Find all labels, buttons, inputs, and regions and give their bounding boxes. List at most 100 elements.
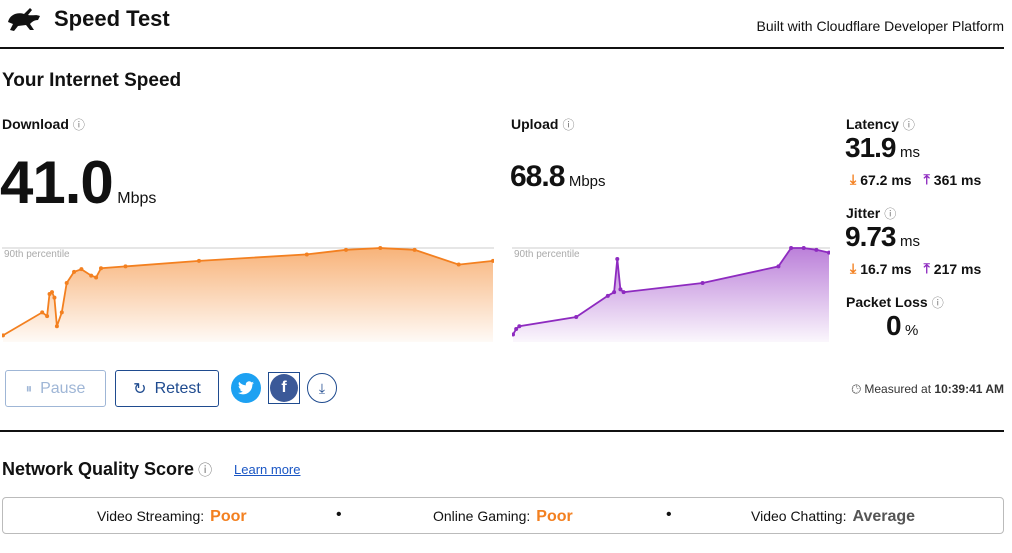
pause-icon: ⏸	[25, 380, 33, 396]
upload-point	[605, 293, 610, 298]
upload-arrow-icon: ⤒	[923, 171, 930, 187]
retest-icon: ↻	[133, 380, 147, 398]
measured-at: 🕒︎ Measured at 10:39:41 AM	[852, 382, 1004, 397]
packet-loss-unit: %	[905, 322, 919, 339]
upload-point	[615, 257, 620, 262]
latency-value: 31.9	[845, 132, 896, 163]
upload-percentile-label: 90th percentile	[514, 249, 580, 260]
retest-button[interactable]: ↻ Retest	[115, 370, 219, 407]
quality-online-gaming: Online Gaming: Poor	[433, 508, 573, 526]
download-point	[99, 266, 103, 271]
download-point	[197, 258, 201, 263]
download-point	[40, 310, 45, 315]
info-icon[interactable]: ⓘ	[72, 118, 85, 132]
download-speed: 41.0 Mbps	[0, 148, 156, 217]
upload-point	[789, 246, 794, 250]
download-point	[50, 290, 54, 295]
separator-dot: •	[336, 506, 342, 523]
jitter-down-value: 16.7 ms	[860, 260, 912, 277]
quality-label: Video Streaming:	[97, 508, 205, 524]
download-arrow-icon: ⤓	[850, 171, 857, 187]
upload-point	[511, 332, 515, 337]
jitter-value-group: 9.73 ms	[845, 221, 920, 253]
latency-unit: ms	[899, 144, 920, 161]
upload-point	[801, 246, 806, 250]
upload-point	[621, 290, 626, 295]
download-point	[59, 310, 64, 315]
built-with-link[interactable]: Built with Cloudflare Developer Platform	[756, 18, 1004, 34]
quality-value: Poor	[536, 508, 573, 525]
clock-icon: 🕒︎	[851, 382, 862, 396]
latency-up-value: 361 ms	[933, 171, 982, 188]
download-point	[79, 267, 84, 272]
download-chart: 90th percentile	[1, 240, 495, 342]
quality-video-chatting: Video Chatting: Average	[751, 508, 915, 526]
jitter-breakdown: ⤓ 16.7 ms ⤒ 217 ms	[850, 260, 981, 277]
upload-point	[514, 326, 519, 331]
quality-value: Average	[852, 508, 916, 525]
download-point	[45, 314, 50, 319]
download-unit: Mbps	[117, 190, 157, 207]
download-point	[54, 324, 59, 329]
upload-point	[618, 287, 623, 292]
download-point	[344, 247, 348, 252]
section-title: Your Internet Speed	[2, 70, 182, 91]
jitter-value: 9.73	[845, 221, 896, 252]
upload-point	[814, 247, 819, 252]
retest-label: Retest	[154, 379, 201, 397]
upload-value: 68.8	[510, 160, 565, 193]
download-point	[456, 262, 461, 267]
download-point	[72, 269, 77, 274]
download-point	[378, 246, 383, 250]
info-icon[interactable]: ⓘ	[931, 296, 944, 310]
info-icon[interactable]: ⓘ	[562, 118, 575, 132]
download-results-button[interactable]: ⤓	[307, 373, 337, 403]
upload-speed: 68.8 Mbps	[510, 160, 606, 194]
upload-point	[574, 315, 579, 319]
learn-more-link[interactable]: Learn more	[234, 462, 301, 477]
upload-point	[700, 280, 705, 285]
twitter-icon	[238, 381, 254, 395]
download-point	[123, 264, 128, 269]
facebook-share-button[interactable]: f	[268, 372, 300, 404]
download-arrow-icon: ⤓	[850, 260, 857, 276]
latency-value-group: 31.9 ms	[845, 132, 920, 164]
measured-prefix: Measured at	[864, 382, 932, 396]
quality-label: Online Gaming:	[433, 508, 531, 524]
quality-video-streaming: Video Streaming: Poor	[97, 508, 247, 526]
facebook-icon: f	[270, 374, 298, 402]
network-quality-panel: Video Streaming: Poor • Online Gaming: P…	[2, 497, 1004, 534]
download-point	[94, 275, 99, 280]
info-icon[interactable]: ⓘ	[198, 462, 213, 478]
packet-loss-label: Packet Loss ⓘ	[846, 294, 944, 310]
info-icon[interactable]: ⓘ	[884, 207, 897, 221]
twitter-share-button[interactable]	[231, 373, 261, 403]
upload-point	[612, 290, 617, 295]
download-point	[412, 247, 417, 252]
pause-button[interactable]: ⏸ Pause	[5, 370, 106, 407]
info-icon[interactable]: ⓘ	[902, 118, 915, 132]
latency-label: Latency ⓘ	[846, 116, 915, 132]
upload-area	[513, 248, 829, 342]
jitter-unit: ms	[899, 233, 920, 250]
logo-icon	[4, 4, 44, 34]
header-divider	[0, 47, 1004, 49]
packet-loss-value-group: 0 %	[886, 310, 918, 342]
jitter-up-value: 217 ms	[933, 260, 982, 277]
download-label: Download ⓘ	[2, 116, 85, 132]
download-value: 41.0	[0, 149, 114, 216]
upload-point	[776, 264, 781, 269]
download-point	[52, 295, 57, 300]
pause-label: Pause	[40, 379, 86, 397]
download-point	[89, 273, 94, 278]
app-title: Speed Test	[54, 6, 170, 31]
packet-loss-value: 0	[886, 310, 902, 341]
network-quality-title: Network Quality Score ⓘ	[2, 459, 213, 479]
download-area	[3, 248, 493, 342]
download-point	[1, 333, 5, 338]
download-icon: ⤓	[318, 379, 326, 396]
separator-dot: •	[666, 506, 672, 523]
latency-down-value: 67.2 ms	[860, 171, 912, 188]
upload-point	[517, 324, 522, 329]
download-percentile-label: 90th percentile	[4, 249, 70, 260]
